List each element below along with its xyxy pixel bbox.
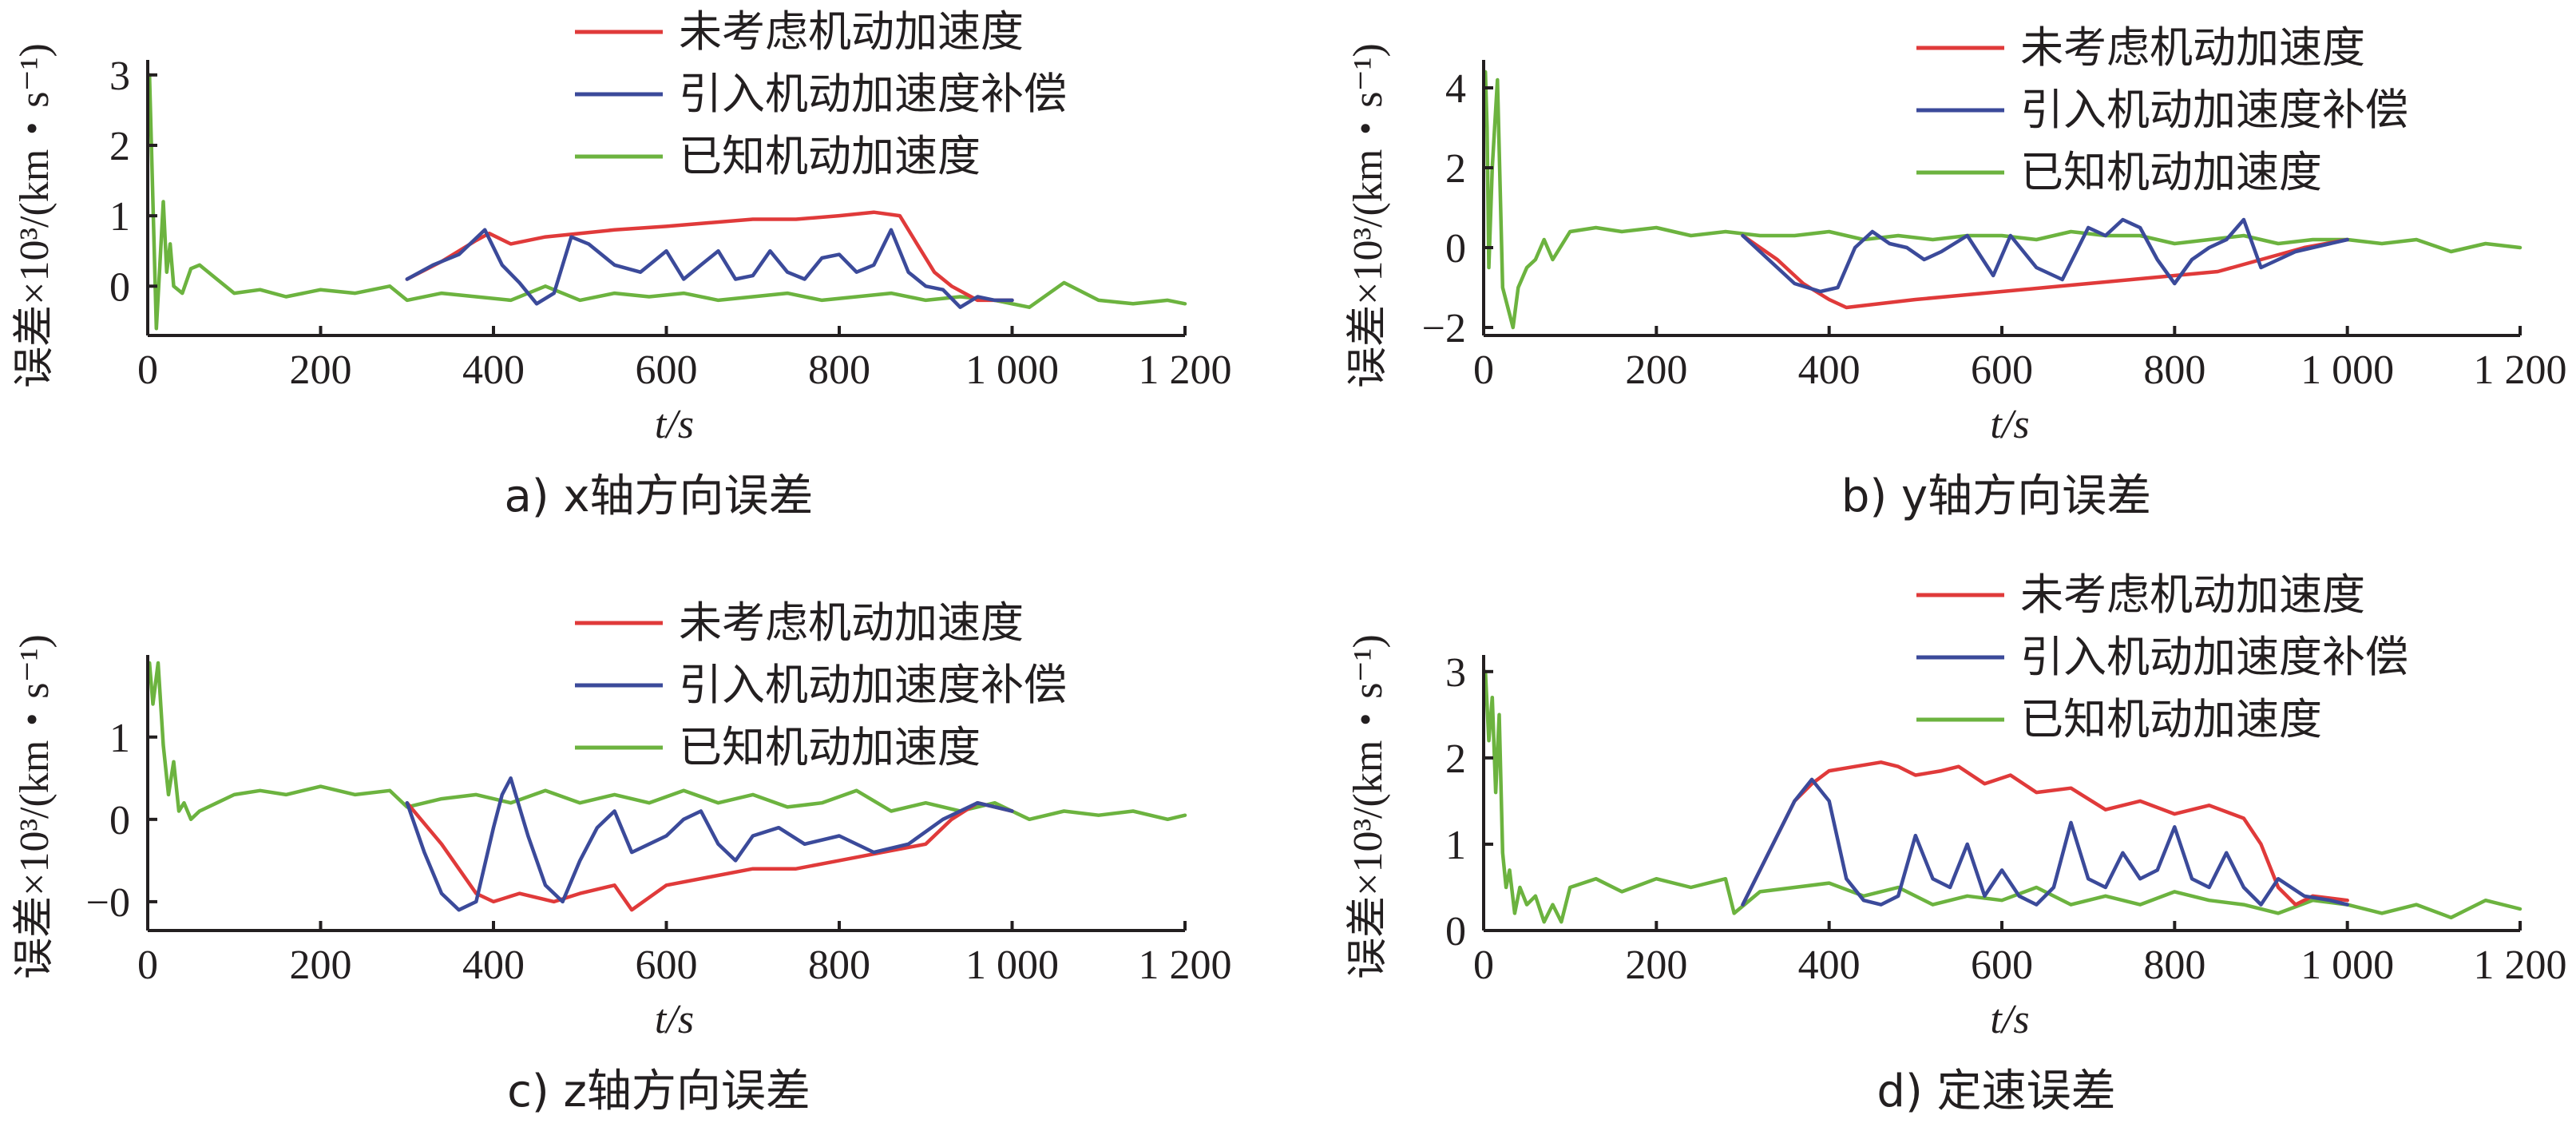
series-line-compensated [1741,217,2349,294]
x-tick-label: 200 [1625,942,1687,988]
x-tick-label: 800 [808,347,870,393]
series-line-known [147,73,1187,331]
x-tick-label: 400 [1798,942,1861,988]
y-tick-label: 0 [1445,226,1466,272]
legend-label-not-considered: 未考虑机动加速度 [2020,22,2365,73]
series-line-not-considered [405,210,1014,303]
x-tick-label: 1 000 [2301,942,2394,988]
legend-label-known: 已知机动加速度 [679,722,981,772]
legend-label-compensated: 引入机动加速度补偿 [2020,632,2408,682]
x-tick-label: 600 [1971,347,2033,393]
x-tick-label: 400 [1798,347,1861,393]
panel-caption: a) x轴方向误差 [504,470,813,522]
x-tick-label: 800 [2143,942,2205,988]
chart-panel-1: 0 200 400 600 800 1 000 1 200 0 1 2 3 t/s 误差×10³/(km… [12,6,1232,522]
y-axis-title: 误差×10³/(km・s⁻¹) [1345,634,1391,979]
panel-caption: b) y轴方向误差 [1841,470,2151,522]
x-tick-label: 1 000 [2301,347,2394,393]
series-line-known [1483,69,2522,330]
x-tick-label: 200 [290,347,352,393]
x-tick-label: 0 [1473,347,1494,393]
y-axis-title: 误差×10³/(km・s⁻¹) [12,634,57,979]
x-tick-label: 400 [462,942,525,988]
legend-label-not-considered: 未考虑机动加速度 [679,6,1024,57]
legend-label-known: 已知机动加速度 [2020,694,2322,744]
y-tick-label: 1 [109,194,130,240]
y-tick-label: −0 [86,880,130,926]
y-tick-label: 1 [1445,823,1466,868]
legend-label-known: 已知机动加速度 [679,131,981,181]
series-line-compensated [1741,777,2349,907]
x-tick-label: 1 200 [1139,347,1232,393]
y-tick-label: 2 [109,124,130,169]
y-tick-label: 0 [1445,909,1466,954]
x-tick-label: 1 000 [965,942,1059,988]
chart-panel-2: 0 200 400 600 800 1 000 1 200−2024t/s误差×10³/(k… [1345,22,2567,522]
x-tick-label: 0 [1473,942,1494,988]
x-axis-title: t/s [655,402,694,447]
x-tick-label: 200 [1625,347,1687,393]
x-tick-label: 1 000 [965,347,1059,393]
series-line-compensated [405,776,1014,912]
x-axis-title: t/s [1990,997,2029,1042]
series-line-compensated [405,228,1014,309]
series-line-not-considered [405,800,1014,912]
x-axis-title: t/s [655,997,694,1042]
y-tick-label: 0 [109,798,130,843]
chart-panel-3: 0 200 400 600 800 1 000 1 200−001t/s误差×10³/(km… [12,597,1232,1117]
legend-label-not-considered: 未考虑机动加速度 [679,597,1024,648]
legend-label-compensated: 引入机动加速度补偿 [679,69,1067,119]
y-tick-label: 3 [1445,650,1466,696]
x-tick-label: 1 200 [2474,347,2567,393]
y-tick-label: 2 [1445,146,1466,192]
series-line-known [1483,669,2522,924]
panel-caption: c) z轴方向误差 [507,1066,810,1117]
y-tick-label: 1 [109,716,130,761]
chart-panel-4: 0 200 400 600 800 1 000 1 200 0 1 2 3 t/s 误差×10³/(km… [1345,569,2567,1117]
x-tick-label: 800 [808,942,870,988]
y-tick-label: −2 [1422,306,1466,351]
x-tick-label: 600 [636,347,698,393]
x-tick-label: 800 [2143,347,2205,393]
y-axis-title: 误差×10³/(km・s⁻¹) [12,43,57,388]
x-tick-label: 1 200 [2474,942,2567,988]
x-tick-label: 1 200 [1139,942,1232,988]
x-tick-label: 600 [1971,942,2033,988]
y-tick-label: 2 [1445,736,1466,782]
x-tick-label: 200 [290,942,352,988]
x-tick-label: 600 [636,942,698,988]
legend-label-compensated: 引入机动加速度补偿 [2020,85,2408,135]
x-tick-label: 0 [137,347,158,393]
panel-caption: d) 定速误差 [1877,1066,2115,1117]
legend-label-not-considered: 未考虑机动加速度 [2020,569,2365,620]
x-tick-label: 0 [137,942,158,988]
y-tick-label: 4 [1445,66,1466,112]
series-line-not-considered [1741,233,2349,310]
x-tick-label: 400 [462,347,525,393]
legend-label-known: 已知机动加速度 [2020,147,2322,197]
legend-label-compensated: 引入机动加速度补偿 [679,660,1067,710]
y-tick-label: 3 [109,54,130,99]
x-axis-title: t/s [1990,402,2029,447]
y-axis-title: 误差×10³/(km・s⁻¹) [1345,43,1391,388]
y-tick-label: 0 [109,264,130,310]
series-line-not-considered [1741,760,2349,907]
